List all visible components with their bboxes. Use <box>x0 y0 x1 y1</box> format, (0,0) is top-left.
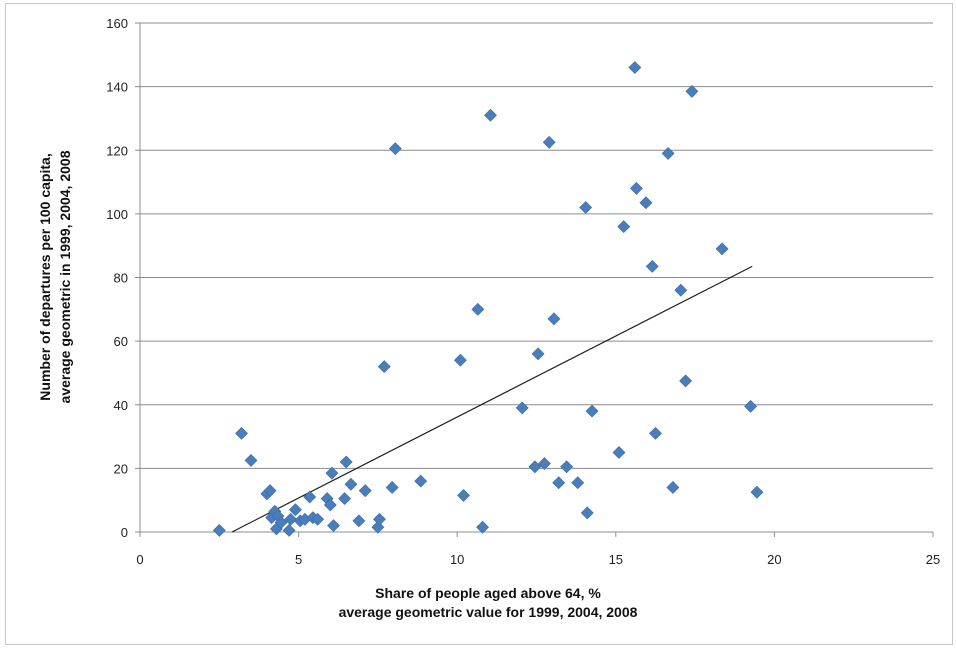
x-axis-title-line-1: Share of people aged above 64, % <box>375 585 601 601</box>
data-point-marker <box>274 516 288 529</box>
data-point-marker <box>311 512 325 526</box>
data-point-marker <box>542 135 556 149</box>
trendline <box>231 265 753 533</box>
data-point-marker <box>303 490 317 504</box>
data-point-marker <box>352 514 366 528</box>
data-point-marker <box>476 520 490 534</box>
data-point-marker <box>629 182 643 195</box>
data-point-marker <box>377 360 391 373</box>
data-point-marker <box>661 147 675 160</box>
y-tick-label: 140 <box>106 80 128 95</box>
data-point-marker <box>628 61 642 74</box>
data-point-marker <box>338 492 352 506</box>
data-point-marker <box>484 108 497 122</box>
data-point-marker <box>580 506 594 520</box>
data-point-marker <box>547 312 561 326</box>
data-point-marker <box>457 488 470 502</box>
data-point-marker <box>571 476 585 490</box>
data-point-marker <box>388 142 402 156</box>
data-point-marker <box>235 426 248 440</box>
x-tick-label: 5 <box>295 552 302 567</box>
data-point-marker <box>471 302 485 316</box>
data-point-marker <box>612 446 626 459</box>
tick-labels: 0 20 40 60 80 100 120 140 160 0 5 10 15 20 25 <box>106 16 940 567</box>
data-point-marker <box>282 523 296 537</box>
x-tick-label: 0 <box>136 552 143 567</box>
data-point-marker <box>212 523 226 537</box>
y-tick-label: 100 <box>106 207 128 222</box>
data-point-marker <box>244 453 258 467</box>
data-point-marker <box>339 455 353 469</box>
data-point-marker <box>453 353 467 367</box>
data-point-marker <box>685 84 699 98</box>
data-point-marker <box>531 347 545 361</box>
gridlines <box>140 22 933 469</box>
data-point-marker <box>528 460 542 474</box>
x-tick-label: 20 <box>767 552 781 567</box>
chart-frame <box>5 3 953 645</box>
y-tick-label: 40 <box>114 398 128 413</box>
x-axis-title-line-2: average geometric value for 1999, 2004, … <box>339 604 638 620</box>
data-point-marker <box>263 484 277 498</box>
axes <box>135 22 934 537</box>
data-point-marker <box>617 220 631 234</box>
data-point-marker <box>649 426 662 440</box>
y-axis-title-line-2: average geometric in 1999, 2004, 2008 <box>57 150 73 403</box>
x-tick-label: 15 <box>609 552 623 567</box>
y-tick-label: 80 <box>114 271 128 286</box>
data-point-marker <box>750 485 764 499</box>
data-point-marker <box>344 477 358 491</box>
data-point-marker <box>373 512 386 526</box>
data-point-marker <box>289 503 302 517</box>
data-points <box>212 61 764 537</box>
data-point-marker <box>385 481 399 494</box>
y-tick-label: 20 <box>114 461 128 476</box>
data-point-marker <box>325 466 339 480</box>
data-point-marker <box>679 374 693 388</box>
data-point-marker <box>579 201 593 214</box>
data-point-marker <box>358 484 372 498</box>
x-tick-label: 10 <box>450 552 464 567</box>
data-point-marker <box>538 457 551 471</box>
data-point-marker <box>744 399 758 413</box>
data-point-marker <box>515 401 529 415</box>
y-tick-label: 160 <box>106 16 128 31</box>
data-point-marker <box>560 460 574 474</box>
data-point-marker <box>284 512 298 526</box>
trendline-layer <box>231 265 753 533</box>
data-point-marker <box>585 404 599 418</box>
y-axis-title-line-1: Number of departures per 100 capita, <box>37 153 53 400</box>
data-point-marker <box>639 196 653 210</box>
data-point-marker <box>715 242 729 256</box>
y-tick-label: 120 <box>106 143 128 158</box>
data-point-marker <box>666 481 680 494</box>
y-tick-label: 60 <box>114 334 128 349</box>
data-point-marker <box>323 498 337 512</box>
y-tick-label: 0 <box>121 525 128 540</box>
axis-titles: Share of people aged above 64, % average… <box>37 150 638 620</box>
x-tick-label: 25 <box>926 552 940 567</box>
data-point-marker <box>674 283 688 297</box>
data-point-marker <box>645 259 659 273</box>
data-point-marker <box>414 474 428 488</box>
data-point-marker <box>552 476 566 490</box>
data-point-marker <box>327 519 340 533</box>
